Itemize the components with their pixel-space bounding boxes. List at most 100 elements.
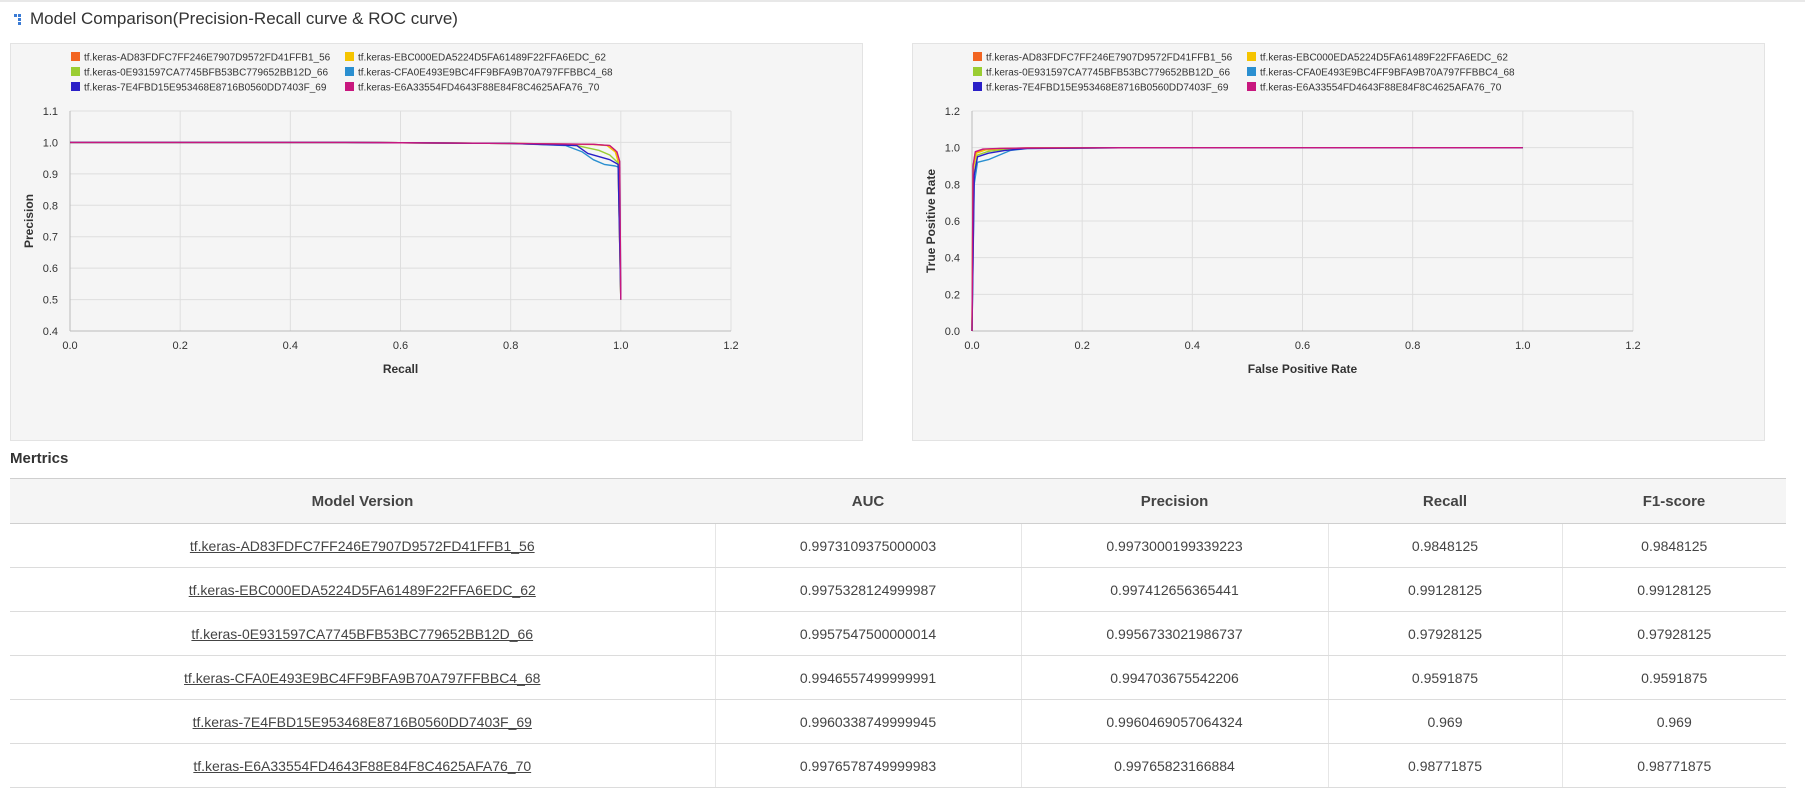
- x-tick-label: 0.4: [283, 340, 298, 352]
- x-tick-label: 0.2: [1075, 340, 1090, 352]
- f1-score-cell: 0.969: [1562, 699, 1786, 744]
- x-tick-label: 0.2: [173, 340, 188, 352]
- pr-curve-panel: tf.keras-AD83FDFC7FF246E7907D9572FD41FFB…: [10, 43, 863, 441]
- legend-swatch: [1247, 52, 1256, 61]
- series-line: [971, 147, 1523, 332]
- y-tick-label: 0.4: [945, 253, 960, 265]
- legend-swatch: [345, 82, 354, 91]
- legend-label: tf.keras-7E4FBD15E953468E8716B0560DD7403…: [986, 83, 1229, 94]
- column-header-recall: Recall: [1328, 478, 1562, 524]
- precision-cell: 0.997412656365441: [1021, 567, 1329, 612]
- model-version-cell: tf.keras-CFA0E493E9BC4FF9BFA9B70A797FFBB…: [10, 655, 716, 700]
- model-version-link[interactable]: tf.keras-7E4FBD15E953468E8716B0560DD7403…: [192, 713, 532, 730]
- legend-label: tf.keras-CFA0E493E9BC4FF9BFA9B70A797FFBB…: [1260, 68, 1515, 79]
- x-axis-title: False Positive Rate: [1248, 362, 1358, 376]
- pr-curve-chart: tf.keras-AD83FDFC7FF246E7907D9572FD41FFB…: [22, 52, 739, 376]
- legend-label: tf.keras-7E4FBD15E953468E8716B0560DD7403…: [84, 83, 327, 94]
- y-tick-label: 0.8: [43, 200, 58, 212]
- f1-score-cell: 0.98771875: [1562, 743, 1786, 788]
- precision-cell: 0.9956733021986737: [1021, 611, 1329, 656]
- auc-cell: 0.9976578749999983: [715, 743, 1022, 788]
- y-tick-label: 0.7: [43, 232, 58, 244]
- y-tick-label: 0.2: [945, 289, 960, 301]
- legend-swatch: [345, 67, 354, 76]
- table-row: tf.keras-EBC000EDA5224D5FA61489F22FFA6ED…: [10, 567, 1786, 612]
- table-row: tf.keras-E6A33554FD4643F88E84F8C4625AFA7…: [10, 743, 1786, 788]
- x-tick-label: 0.0: [964, 340, 979, 352]
- roc-curve-panel: tf.keras-AD83FDFC7FF246E7907D9572FD41FFB…: [912, 43, 1765, 441]
- y-tick-label: 1.0: [945, 143, 960, 155]
- legend-label: tf.keras-AD83FDFC7FF246E7907D9572FD41FFB…: [986, 53, 1233, 64]
- legend-label: tf.keras-CFA0E493E9BC4FF9BFA9B70A797FFBB…: [358, 68, 613, 79]
- model-version-cell: tf.keras-E6A33554FD4643F88E84F8C4625AFA7…: [10, 743, 716, 788]
- metrics-title: Mertrics: [10, 450, 69, 467]
- model-version-link[interactable]: tf.keras-E6A33554FD4643F88E84F8C4625AFA7…: [193, 757, 532, 774]
- x-axis-title: Recall: [383, 362, 418, 376]
- auc-cell: 0.9960338749999945: [715, 699, 1022, 744]
- series-line: [70, 141, 622, 300]
- metrics-table: Model Version AUC Precision Recall F1-sc…: [10, 478, 1786, 788]
- precision-cell: 0.9960469057064324: [1021, 699, 1329, 744]
- model-version-link[interactable]: tf.keras-EBC000EDA5224D5FA61489F22FFA6ED…: [188, 581, 536, 598]
- auc-cell: 0.9975328124999987: [715, 567, 1022, 612]
- x-tick-label: 1.0: [613, 340, 628, 352]
- table-row: tf.keras-0E931597CA7745BFB53BC779652BB12…: [10, 611, 1786, 656]
- y-tick-label: 0.5: [43, 295, 58, 307]
- y-tick-label: 0.4: [43, 326, 58, 338]
- model-version-cell: tf.keras-7E4FBD15E953468E8716B0560DD7403…: [10, 699, 716, 744]
- model-version-cell: tf.keras-0E931597CA7745BFB53BC779652BB12…: [10, 611, 716, 656]
- model-version-link[interactable]: tf.keras-CFA0E493E9BC4FF9BFA9B70A797FFBB…: [184, 669, 541, 686]
- legend-label: tf.keras-EBC000EDA5224D5FA61489F22FFA6ED…: [358, 53, 606, 64]
- model-version-cell: tf.keras-EBC000EDA5224D5FA61489F22FFA6ED…: [10, 567, 716, 612]
- y-axis-title: Precision: [22, 194, 36, 248]
- legend-label: tf.keras-E6A33554FD4643F88E84F8C4625AFA7…: [1260, 83, 1502, 94]
- model-version-cell: tf.keras-AD83FDFC7FF246E7907D9572FD41FFB…: [10, 523, 716, 568]
- chart-icon: [14, 13, 24, 25]
- precision-cell: 0.99765823166884: [1021, 743, 1329, 788]
- model-version-link[interactable]: tf.keras-0E931597CA7745BFB53BC779652BB12…: [191, 625, 534, 642]
- y-tick-label: 1.0: [43, 137, 58, 149]
- model-version-link[interactable]: tf.keras-AD83FDFC7FF246E7907D9572FD41FFB…: [189, 537, 535, 554]
- auc-cell: 0.9946557499999991: [715, 655, 1022, 700]
- recall-cell: 0.9591875: [1328, 655, 1563, 700]
- page-title: Model Comparison(Precision-Recall curve …: [30, 9, 458, 28]
- legend-swatch: [71, 82, 80, 91]
- f1-score-cell: 0.9591875: [1562, 655, 1786, 700]
- legend-swatch: [1247, 82, 1256, 91]
- auc-cell: 0.9973109375000003: [715, 523, 1022, 568]
- legend-label: tf.keras-E6A33554FD4643F88E84F8C4625AFA7…: [358, 83, 600, 94]
- column-header-f1-score: F1-score: [1562, 478, 1786, 524]
- section-header: Model Comparison(Precision-Recall curve …: [14, 9, 458, 29]
- legend-swatch: [973, 82, 982, 91]
- legend-label: tf.keras-0E931597CA7745BFB53BC779652BB12…: [986, 68, 1230, 79]
- x-tick-label: 0.6: [393, 340, 408, 352]
- y-axis-title: True Positive Rate: [924, 169, 938, 273]
- y-tick-label: 0.6: [945, 216, 960, 228]
- table-header-row: Model Version AUC Precision Recall F1-sc…: [10, 478, 1786, 524]
- y-tick-label: 1.1: [43, 106, 58, 118]
- legend-swatch: [973, 67, 982, 76]
- f1-score-cell: 0.97928125: [1562, 611, 1786, 656]
- legend-label: tf.keras-0E931597CA7745BFB53BC779652BB12…: [84, 68, 328, 79]
- table-row: tf.keras-7E4FBD15E953468E8716B0560DD7403…: [10, 699, 1786, 744]
- y-tick-label: 0.0: [945, 326, 960, 338]
- column-header-model-version: Model Version: [10, 478, 715, 524]
- y-tick-label: 0.8: [945, 179, 960, 191]
- table-row: tf.keras-CFA0E493E9BC4FF9BFA9B70A797FFBB…: [10, 655, 1786, 700]
- x-tick-label: 0.8: [503, 340, 518, 352]
- column-header-auc: AUC: [715, 478, 1021, 524]
- precision-cell: 0.994703675542206: [1021, 655, 1329, 700]
- legend-label: tf.keras-AD83FDFC7FF246E7907D9572FD41FFB…: [84, 53, 331, 64]
- x-tick-label: 1.2: [1625, 340, 1640, 352]
- recall-cell: 0.969: [1328, 699, 1563, 744]
- x-tick-label: 1.2: [723, 340, 738, 352]
- y-tick-label: 0.9: [43, 169, 58, 181]
- recall-cell: 0.9848125: [1328, 523, 1563, 568]
- legend-swatch: [1247, 67, 1256, 76]
- f1-score-cell: 0.99128125: [1562, 567, 1786, 612]
- y-tick-label: 0.6: [43, 263, 58, 275]
- x-tick-label: 0.6: [1295, 340, 1310, 352]
- legend-swatch: [71, 52, 80, 61]
- auc-cell: 0.9957547500000014: [715, 611, 1022, 656]
- roc-curve-chart: tf.keras-AD83FDFC7FF246E7907D9572FD41FFB…: [924, 52, 1641, 376]
